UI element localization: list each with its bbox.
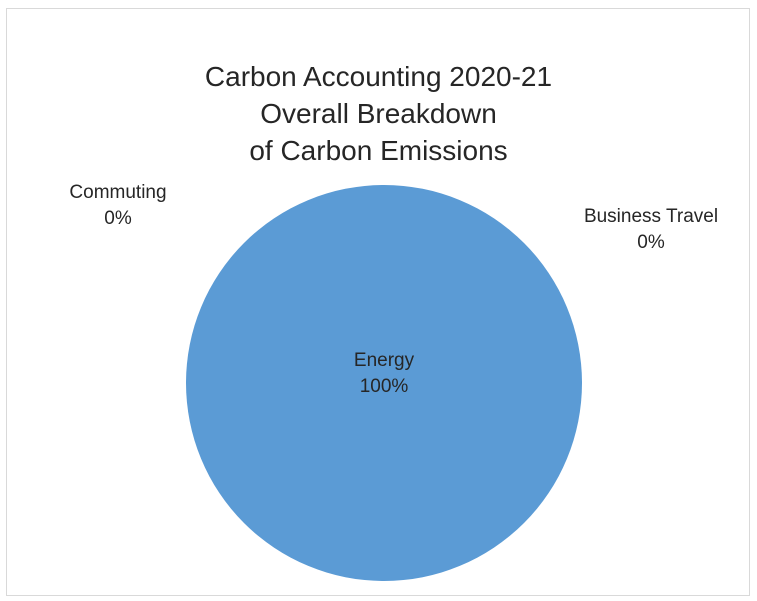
- pie-slices: [186, 185, 582, 581]
- slice-percent-label-energy: 100%: [360, 376, 409, 397]
- slice-percent-label-commuting: 0%: [104, 208, 132, 229]
- chart-title-line-1: Carbon Accounting 2020-21: [204, 61, 553, 92]
- chart-title: Carbon Accounting 2020-21 Overall Breakd…: [0, 58, 757, 169]
- slice-name-label-energy: Energy: [354, 350, 415, 371]
- chart-title-line-3: of Carbon Emissions: [249, 135, 508, 166]
- pie-labels: Energy 100% Commuting 0% Business Travel 0%: [69, 182, 718, 397]
- slice-name-label-business-travel: Business Travel: [584, 206, 718, 227]
- pie-slice-energy: [186, 185, 582, 581]
- slice-name-label-commuting: Commuting: [69, 182, 166, 203]
- slice-percent-label-business-travel: 0%: [637, 232, 665, 253]
- chart-title-line-2: Overall Breakdown: [260, 98, 497, 129]
